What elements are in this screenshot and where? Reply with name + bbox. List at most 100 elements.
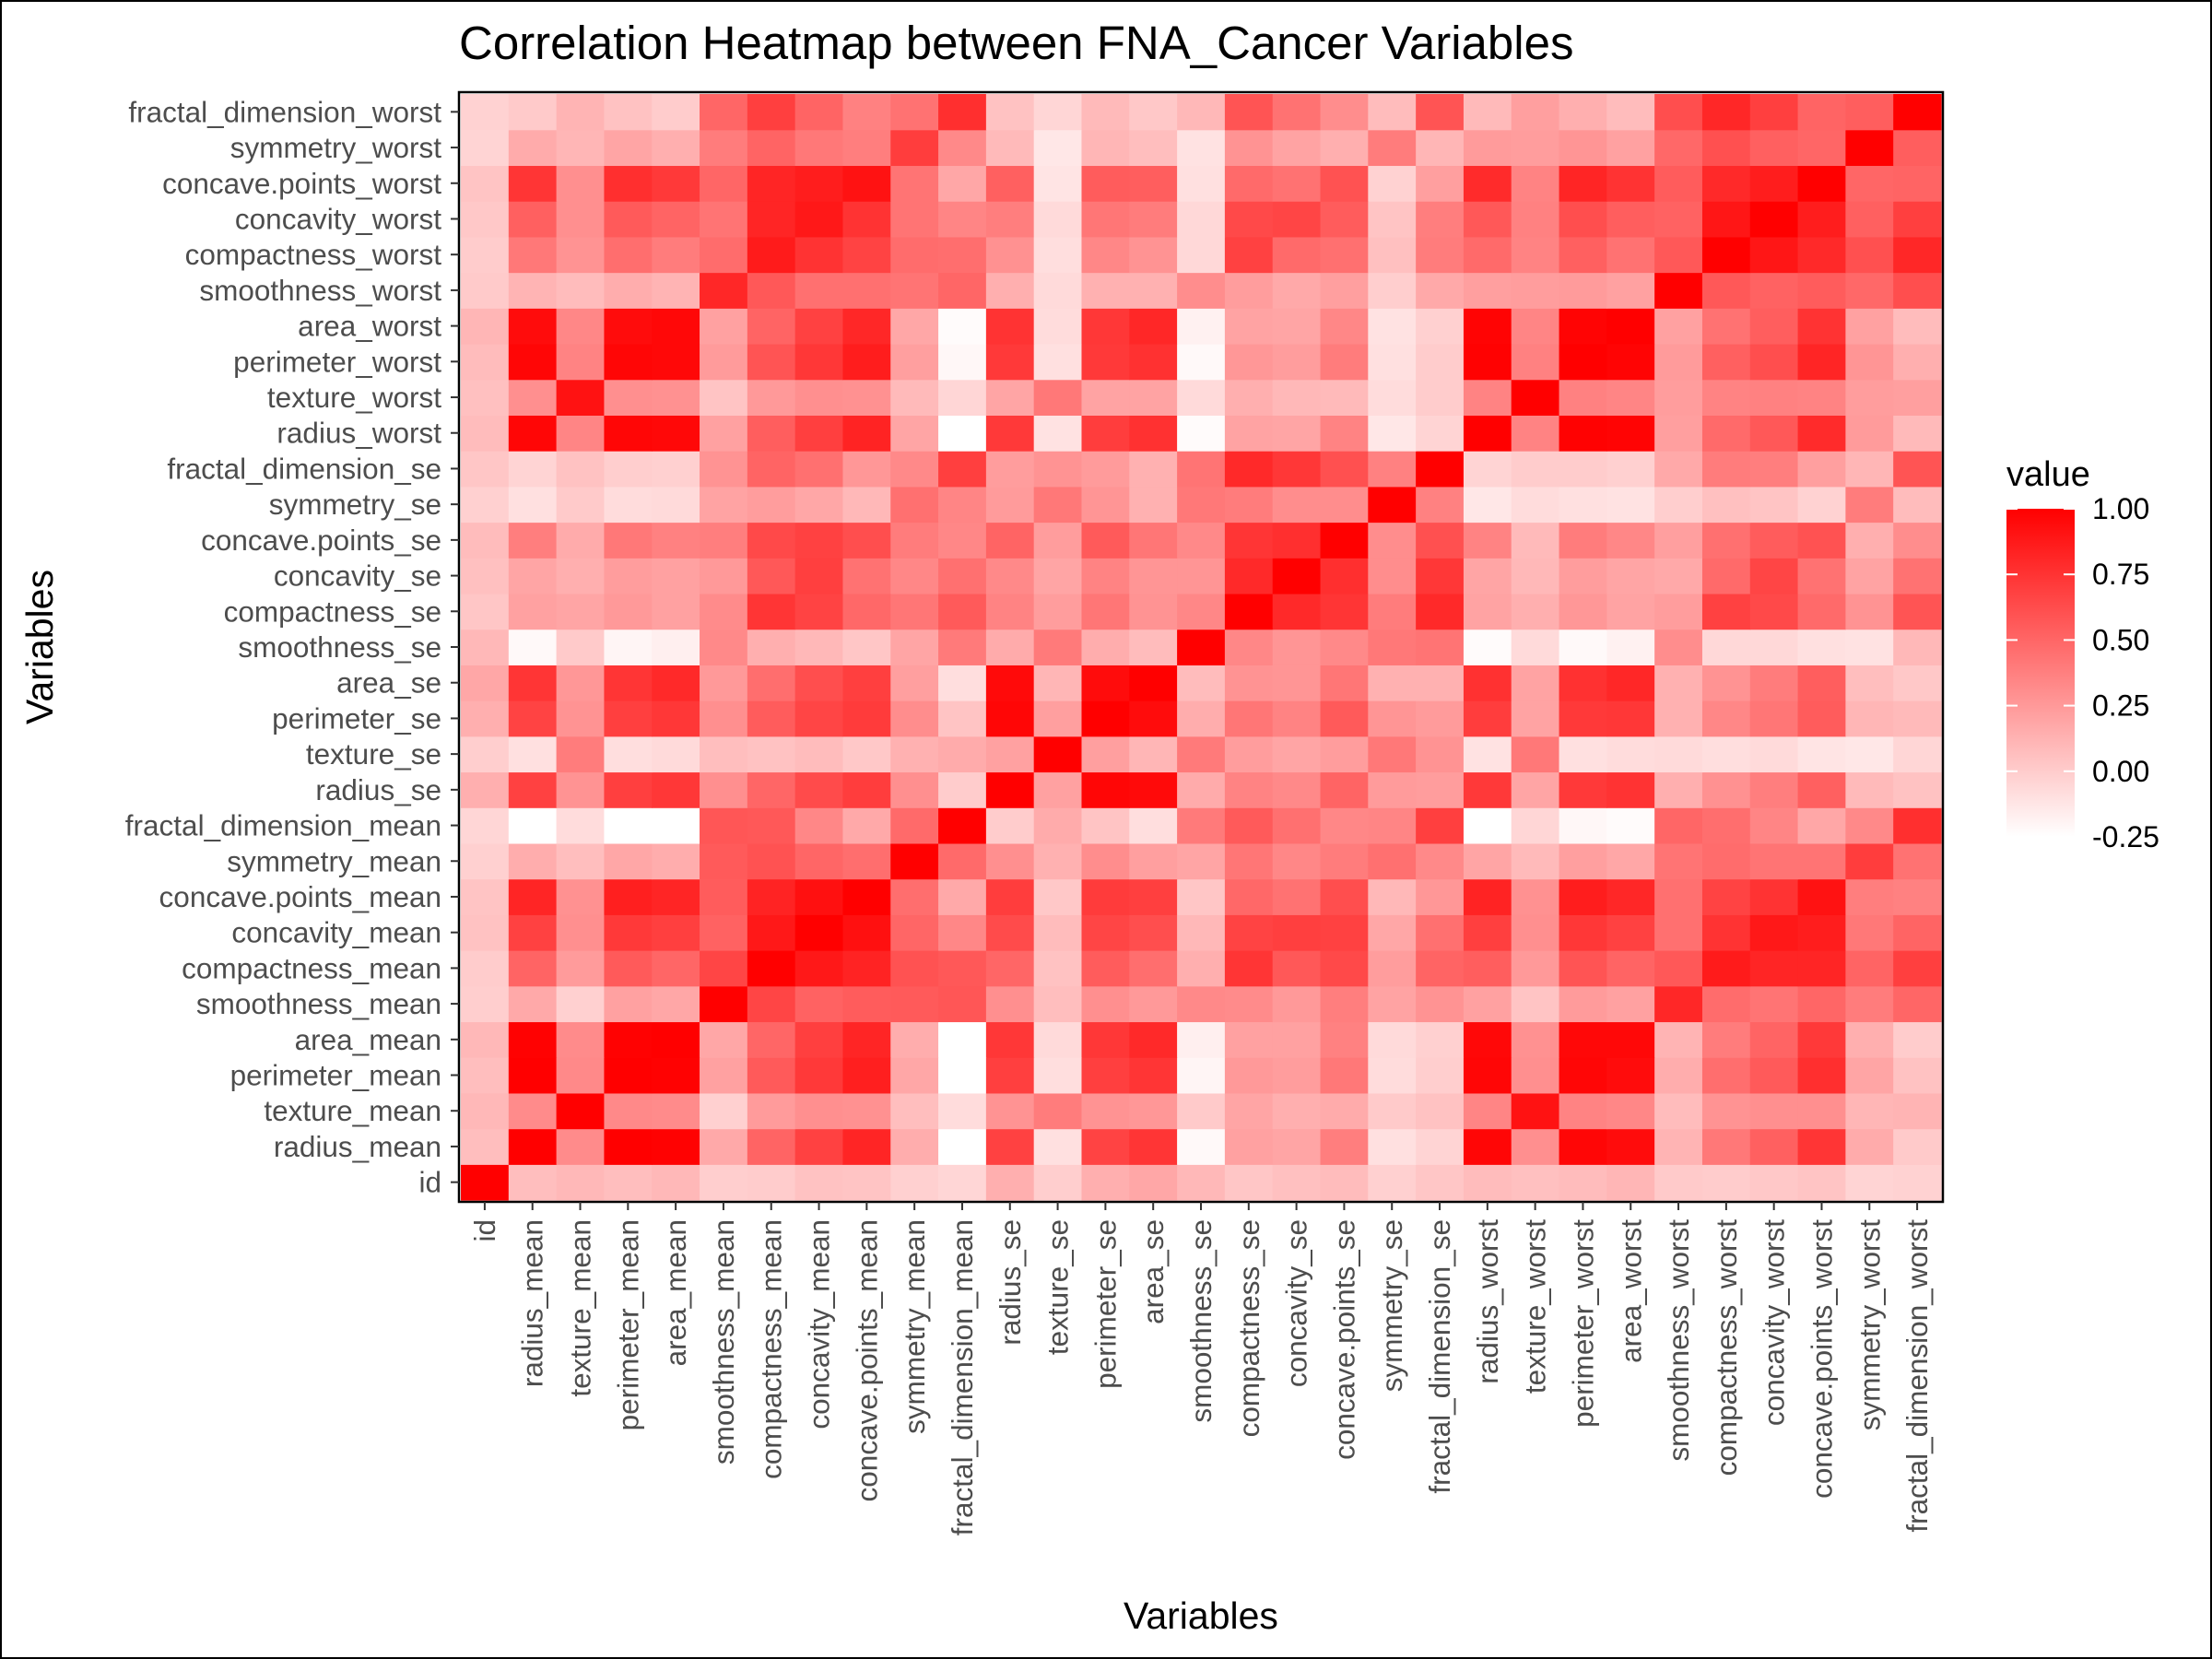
heatmap-cell	[1320, 379, 1369, 416]
heatmap-cell	[604, 1128, 653, 1165]
heatmap-cell	[508, 379, 558, 416]
heatmap-cell	[1701, 94, 1751, 131]
y-axis-ticks: idradius_meantexture_meanperimeter_meana…	[125, 95, 459, 1199]
heatmap-cell	[1368, 379, 1417, 416]
heatmap-cell	[1797, 415, 1846, 452]
heatmap-cell	[794, 985, 844, 1023]
heatmap-cell	[1177, 842, 1226, 880]
heatmap-cell	[1320, 486, 1369, 524]
heatmap-cell	[1845, 950, 1894, 987]
heatmap-cell	[747, 129, 796, 167]
heatmap-cell	[1463, 629, 1512, 665]
heatmap-cell	[556, 985, 606, 1023]
heatmap-cell	[556, 415, 606, 452]
heatmap-cell	[1177, 735, 1226, 773]
heatmap-cell	[938, 1057, 987, 1094]
heatmap-cell	[794, 735, 844, 773]
heatmap-cell	[890, 593, 939, 630]
heatmap-cell	[1177, 1128, 1226, 1165]
heatmap-cell	[1511, 129, 1560, 167]
heatmap-cell	[1893, 1164, 1942, 1201]
heatmap-cell	[461, 807, 510, 844]
heatmap-cell	[938, 807, 987, 844]
heatmap-cell	[1749, 842, 1799, 880]
heatmap-cell	[1701, 308, 1751, 345]
heatmap-cell	[508, 308, 558, 345]
heatmap-cell	[1654, 272, 1703, 309]
heatmap-cell	[652, 593, 700, 630]
heatmap-cell	[1033, 1057, 1083, 1094]
heatmap-cell	[1368, 1128, 1417, 1165]
heatmap-cell	[1797, 308, 1846, 345]
heatmap-cell	[1606, 379, 1655, 416]
heatmap-cell	[1320, 807, 1369, 844]
heatmap-cell	[604, 593, 653, 630]
heatmap-cell	[461, 914, 510, 951]
heatmap-cell	[1081, 486, 1130, 524]
heatmap-cell	[1416, 1021, 1465, 1058]
heatmap-cell	[1511, 308, 1560, 345]
y-tick-label: compactness_mean	[182, 951, 441, 984]
heatmap-cell	[1416, 415, 1465, 452]
heatmap-cell	[1129, 842, 1178, 880]
heatmap-cell	[1224, 379, 1274, 416]
heatmap-cell	[1749, 771, 1799, 808]
heatmap-cell	[1463, 593, 1512, 630]
heatmap-cell	[1606, 700, 1655, 737]
heatmap-cell	[1416, 94, 1465, 131]
heatmap-cell	[1416, 1128, 1465, 1165]
heatmap-cell	[1081, 379, 1130, 416]
heatmap-cell	[652, 700, 700, 737]
heatmap-cell	[1749, 1164, 1799, 1201]
heatmap-cell	[1081, 950, 1130, 987]
heatmap-cell	[1129, 522, 1178, 559]
heatmap-cell	[1511, 1128, 1560, 1165]
heatmap-cell	[1129, 629, 1178, 665]
heatmap-cell	[700, 129, 748, 167]
heatmap-cell	[461, 1092, 510, 1130]
heatmap-cell	[508, 700, 558, 737]
heatmap-cell	[461, 236, 510, 274]
heatmap-cell	[508, 1128, 558, 1165]
heatmap-cell	[1511, 236, 1560, 274]
heatmap-cell	[1749, 201, 1799, 238]
heatmap-cell	[1654, 593, 1703, 630]
heatmap-cell	[1701, 735, 1751, 773]
heatmap-cell	[604, 735, 653, 773]
heatmap-cell	[652, 1164, 700, 1201]
heatmap-cell	[1368, 985, 1417, 1023]
heatmap-cell	[508, 914, 558, 951]
heatmap-cell	[461, 379, 510, 416]
heatmap-cell	[1224, 415, 1274, 452]
heatmap-cell	[794, 593, 844, 630]
heatmap-cell	[1081, 522, 1130, 559]
heatmap-cell	[890, 700, 939, 737]
heatmap-cell	[1368, 451, 1417, 488]
heatmap-cell	[1893, 593, 1942, 630]
heatmap-cell	[700, 343, 748, 381]
heatmap-cell	[1749, 1021, 1799, 1058]
heatmap-cell	[1416, 700, 1465, 737]
heatmap-cell	[1463, 165, 1512, 202]
heatmap-cell	[1606, 486, 1655, 524]
heatmap-cell	[1033, 308, 1083, 345]
heatmap-cell	[1654, 629, 1703, 665]
heatmap-cell	[842, 1057, 891, 1094]
heatmap-cell	[794, 914, 844, 951]
heatmap-cell	[1654, 165, 1703, 202]
heatmap-cell	[461, 522, 510, 559]
heatmap-cell	[1559, 735, 1607, 773]
heatmap-cell	[938, 1164, 987, 1201]
heatmap-cell	[604, 665, 653, 701]
heatmap-cell	[700, 1092, 748, 1130]
y-tick-label: texture_se	[306, 737, 441, 771]
heatmap-cell	[1463, 807, 1512, 844]
heatmap-cell	[1511, 878, 1560, 915]
heatmap-cell	[461, 593, 510, 630]
heatmap-cell	[985, 950, 1035, 987]
heatmap-cell	[1845, 665, 1894, 701]
heatmap-cell	[985, 522, 1035, 559]
heatmap-cell	[1797, 700, 1846, 737]
heatmap-cell	[1749, 415, 1799, 452]
heatmap-cell	[794, 1092, 844, 1130]
